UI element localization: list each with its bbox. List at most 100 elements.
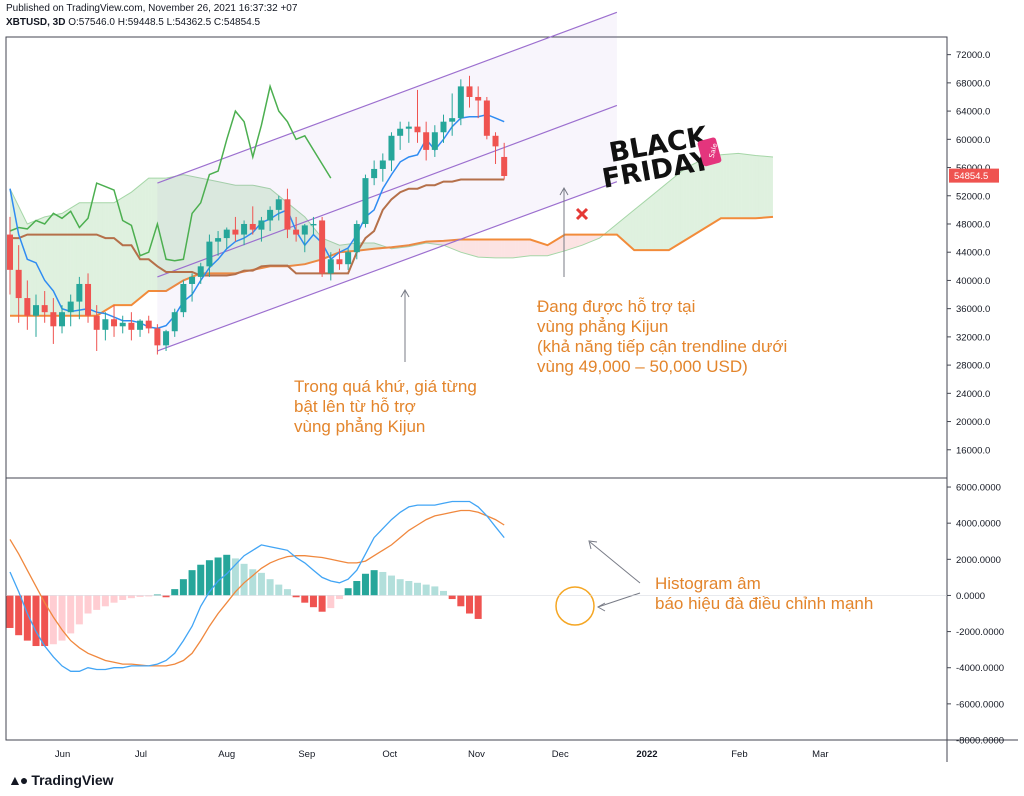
cloud-segment: [715, 155, 719, 222]
cloud-segment: [145, 178, 149, 294]
cloud-segment: [293, 207, 297, 266]
cloud-segment: [553, 239, 557, 255]
candle-body: [154, 328, 161, 346]
cloud-segment: [651, 193, 655, 251]
candle-body: [232, 229, 239, 235]
sale-tag-text: Sale: [708, 142, 720, 159]
cloud-segment: [351, 243, 354, 252]
cloud-segment: [648, 195, 652, 251]
annotation-line: vùng 49,000 – 50,000 USD): [537, 357, 748, 376]
indicator-lines: [9, 83, 505, 330]
cloud-segment: [544, 244, 548, 256]
cloud-segment: [137, 185, 141, 301]
histogram-bar: [448, 595, 456, 600]
histogram-bar: [231, 558, 239, 596]
price-tick-label: 28000.0: [956, 361, 990, 372]
histogram-bar: [396, 579, 404, 596]
cloud-segment: [764, 156, 768, 218]
cloud-segment: [41, 216, 45, 316]
cloud-segment: [556, 238, 560, 254]
cloud-segment: [128, 192, 132, 306]
price-tick-label: 40000.0: [956, 276, 990, 287]
histogram-bar: [153, 594, 161, 596]
histogram-bar: [75, 595, 83, 625]
histogram-bar: [179, 579, 187, 596]
cloud-segment: [668, 179, 672, 251]
candle-body: [284, 199, 291, 230]
cloud-segment: [521, 239, 525, 257]
cloud-segment: [64, 209, 68, 316]
histogram-bar: [335, 595, 343, 600]
histogram-bar: [188, 570, 196, 596]
cloud-segment: [634, 207, 638, 251]
cloud-segment: [703, 158, 707, 229]
annotation-line: Histogram âm: [655, 574, 761, 593]
cloud-segment: [697, 160, 701, 233]
cloud-segment: [232, 184, 236, 274]
cloud-segment: [608, 228, 612, 235]
histogram-bar: [205, 560, 213, 596]
signal-line: [9, 509, 505, 667]
histogram-bar: [309, 595, 317, 608]
cloud-segment: [365, 243, 369, 250]
candle-body: [345, 252, 352, 265]
arrow-macd-cross: [589, 541, 641, 584]
cloud-segment: [327, 240, 331, 257]
cloud-segment: [310, 223, 314, 263]
cloud-segment: [541, 243, 545, 256]
histogram-bar: [240, 563, 248, 596]
histogram-bar: [431, 586, 439, 596]
macd-tick-label: -2000.0000: [956, 627, 1004, 638]
cloud-segment: [570, 234, 574, 249]
cloud-segment: [272, 191, 276, 267]
candle-body: [189, 276, 196, 284]
cloud-segment: [486, 239, 490, 258]
cloud-segment: [573, 234, 577, 248]
histogram-bar: [223, 554, 231, 596]
cloud-segment: [275, 193, 279, 267]
cloud-segment: [726, 154, 730, 219]
cloud-segment: [585, 234, 588, 244]
tradingview-brand[interactable]: ▲● TradingView: [8, 772, 114, 788]
cloud-segment: [498, 239, 502, 258]
cloud-segment: [59, 213, 63, 316]
cloud-segment: [36, 219, 39, 316]
cloud-segment: [186, 175, 190, 280]
cloud-segment: [616, 221, 620, 238]
candle-body: [379, 160, 386, 169]
histogram-bar: [49, 595, 57, 645]
cloud-segment: [154, 178, 158, 292]
histogram-bar: [292, 595, 300, 598]
price-tick-label: 24000.0: [956, 389, 990, 400]
price-tick-label: 60000.0: [956, 135, 990, 146]
cloud-segment: [590, 234, 594, 242]
histogram-bar: [466, 595, 474, 614]
candle-body: [275, 199, 282, 210]
histogram-bar: [370, 570, 378, 596]
price-tick-label: 20000.0: [956, 417, 990, 428]
cloud-segment: [33, 220, 37, 316]
cloud-segment: [749, 154, 753, 219]
histogram-bar: [474, 595, 482, 619]
cloud-segment: [677, 172, 681, 245]
cloud-segment: [56, 213, 60, 316]
arrow-head: [596, 602, 606, 612]
histogram-bar: [327, 595, 335, 609]
symbol-label: XBTUSD, 3D: [6, 17, 66, 28]
time-tick-label: Aug: [218, 749, 235, 760]
cloud-segment: [267, 188, 271, 267]
cloud-segment: [281, 198, 285, 267]
macd-lines: [9, 500, 505, 672]
cloud-segment: [215, 181, 219, 274]
tradingview-logo-icon: ▲●: [8, 772, 28, 788]
cloud-segment: [466, 239, 470, 255]
histogram-highlight-circle: [555, 586, 595, 626]
candle-body: [353, 223, 360, 253]
histogram-bar: [405, 580, 413, 596]
macd-histogram: [6, 554, 947, 647]
histogram-bar: [257, 572, 265, 596]
cloud-segment: [157, 178, 161, 292]
cloud-segment: [507, 239, 510, 258]
cloud-segment: [582, 234, 586, 246]
